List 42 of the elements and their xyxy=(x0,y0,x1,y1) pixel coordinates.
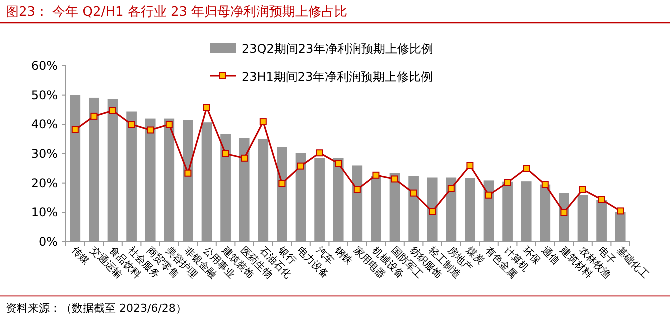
point xyxy=(372,172,380,179)
legend-label: 23H1期间23年净利润预期上修比例 xyxy=(242,70,434,84)
point xyxy=(392,176,398,183)
y-tick-label: 20% xyxy=(31,176,58,190)
point xyxy=(466,162,474,170)
point xyxy=(410,190,418,197)
point xyxy=(504,179,512,186)
point xyxy=(184,170,192,177)
point xyxy=(72,126,79,134)
point xyxy=(128,121,136,128)
point xyxy=(448,185,455,192)
point xyxy=(260,118,267,126)
point xyxy=(241,154,248,162)
point xyxy=(335,160,342,168)
point xyxy=(204,104,210,112)
legend-label: 23Q2期间23年净利润预期上修比例 xyxy=(242,42,434,56)
point xyxy=(523,165,530,172)
y-tick-label: 30% xyxy=(31,147,58,161)
y-tick-label: 60% xyxy=(31,59,58,73)
point xyxy=(580,186,586,194)
y-tick-label: 50% xyxy=(31,88,58,102)
x-tick-label: 传媒 xyxy=(69,245,92,268)
point xyxy=(147,126,154,134)
point xyxy=(110,107,116,114)
y-tick-label: 40% xyxy=(31,118,58,132)
point xyxy=(617,208,624,215)
y-tick-label: 0% xyxy=(38,235,58,249)
point xyxy=(560,209,568,216)
point xyxy=(598,196,606,204)
point xyxy=(298,162,304,170)
y-tick-label: 10% xyxy=(31,206,58,220)
text: 资料来源：（数据截至 2023/6/28） xyxy=(6,302,187,315)
point xyxy=(166,121,173,128)
point xyxy=(90,112,98,120)
point xyxy=(486,192,492,199)
point xyxy=(278,180,286,188)
point xyxy=(429,208,436,216)
point xyxy=(316,150,324,157)
point xyxy=(542,181,549,188)
point xyxy=(222,150,230,158)
point xyxy=(354,186,361,194)
chart-title: 图23： 今年 Q2/H1 各行业 23 年归母净利润预期上修占比 xyxy=(6,5,348,20)
